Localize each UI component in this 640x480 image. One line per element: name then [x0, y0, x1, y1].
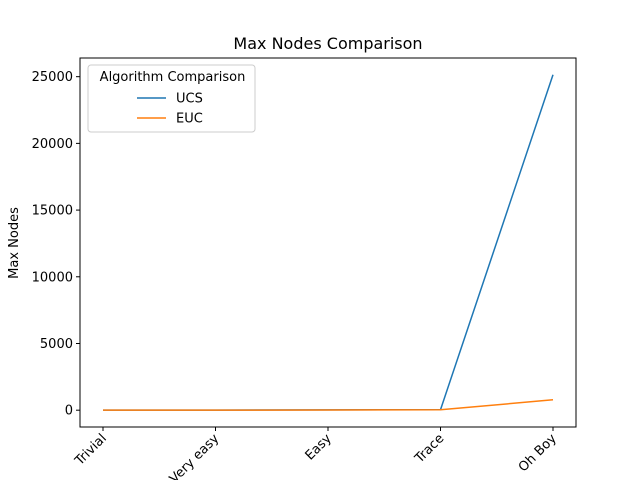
y-axis-label: Max Nodes	[7, 207, 22, 279]
legend-label-euc: EUC	[176, 112, 203, 127]
series-line-euc	[103, 399, 554, 411]
x-tick-label: Trivial	[72, 431, 110, 469]
x-tick-label: Trace	[412, 431, 448, 467]
legend-title: Algorithm Comparison	[100, 70, 246, 85]
legend-box	[87, 64, 256, 133]
y-tick-label: 15000	[32, 204, 73, 219]
y-tick-label: 20000	[32, 137, 73, 152]
x-tick-label: Very easy	[167, 431, 223, 480]
y-tick-label: 25000	[32, 70, 73, 85]
y-tick-label: 10000	[32, 270, 73, 285]
x-tick-label: Easy	[303, 431, 335, 463]
x-tick-label: Oh Boy	[516, 431, 560, 475]
chart-title: Max Nodes Comparison	[233, 34, 422, 53]
legend: Algorithm Comparison UCS EUC	[87, 64, 256, 133]
y-tick-label: 5000	[40, 337, 73, 352]
y-tick-label: 0	[65, 404, 73, 419]
legend-label-ucs: UCS	[176, 92, 203, 107]
